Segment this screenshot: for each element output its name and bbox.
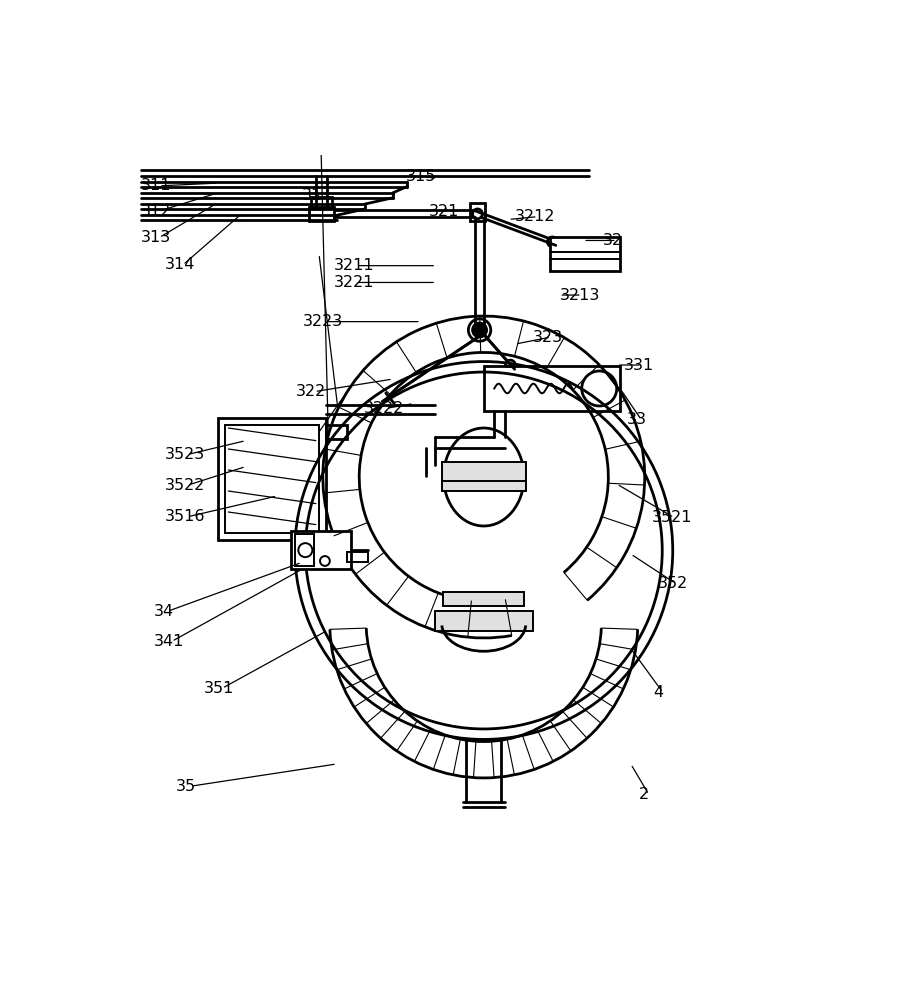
Text: 3523: 3523 xyxy=(164,447,205,462)
Text: 322: 322 xyxy=(296,384,327,399)
Bar xyxy=(326,425,347,439)
Text: 311: 311 xyxy=(141,178,171,193)
Text: 321: 321 xyxy=(428,204,459,219)
Text: 3222: 3222 xyxy=(363,401,403,416)
Bar xyxy=(308,207,334,221)
Text: 331: 331 xyxy=(623,358,653,373)
Text: 352: 352 xyxy=(657,576,686,591)
Circle shape xyxy=(547,237,557,247)
Text: 3213: 3213 xyxy=(558,288,599,303)
Text: 2: 2 xyxy=(639,787,649,802)
Bar xyxy=(310,197,332,208)
Text: 3522: 3522 xyxy=(164,478,205,493)
Circle shape xyxy=(319,556,329,566)
Circle shape xyxy=(472,323,486,337)
Text: 35: 35 xyxy=(176,779,196,794)
Bar xyxy=(549,237,620,271)
Text: 33: 33 xyxy=(627,412,647,427)
Bar xyxy=(347,552,368,562)
Bar xyxy=(217,418,326,540)
Text: 341: 341 xyxy=(153,634,184,649)
Text: 4: 4 xyxy=(652,685,663,700)
Text: 3221: 3221 xyxy=(333,275,373,290)
Text: 351: 351 xyxy=(204,681,234,696)
Text: 314: 314 xyxy=(164,257,195,272)
Text: 3223: 3223 xyxy=(303,314,343,329)
Circle shape xyxy=(581,371,616,406)
Text: 323: 323 xyxy=(532,330,562,345)
Bar xyxy=(435,611,532,631)
Text: 34: 34 xyxy=(153,604,173,619)
Text: 3212: 3212 xyxy=(515,209,555,224)
Circle shape xyxy=(472,209,482,219)
Circle shape xyxy=(298,543,312,557)
Circle shape xyxy=(505,360,515,370)
Text: 3211: 3211 xyxy=(333,258,373,273)
Text: 312: 312 xyxy=(141,204,171,219)
Bar xyxy=(469,203,484,221)
Text: 31: 31 xyxy=(301,188,322,203)
Bar xyxy=(443,592,524,606)
Text: 32: 32 xyxy=(603,233,622,248)
Bar xyxy=(483,366,620,411)
Text: 3521: 3521 xyxy=(651,510,692,525)
Text: 315: 315 xyxy=(405,169,436,184)
Bar xyxy=(295,534,314,566)
Bar xyxy=(225,425,319,533)
Text: 313: 313 xyxy=(141,230,170,245)
Text: 3516: 3516 xyxy=(164,509,205,524)
Bar xyxy=(291,531,350,569)
Bar xyxy=(441,462,525,491)
